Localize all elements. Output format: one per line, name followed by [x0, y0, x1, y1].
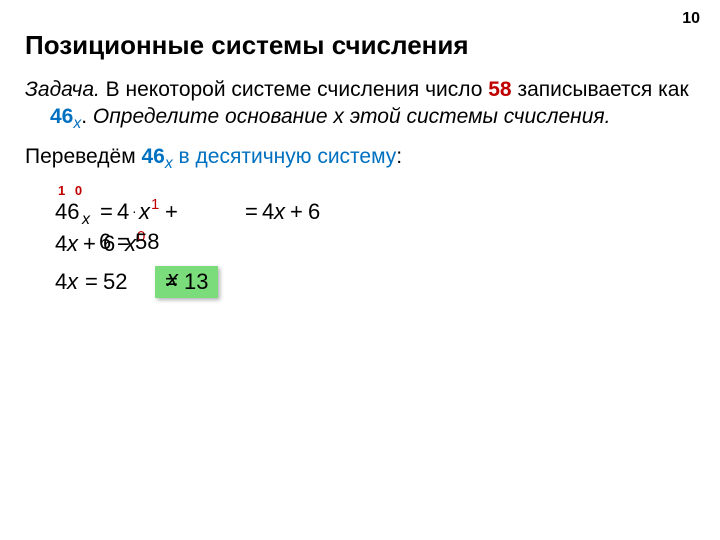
- page-number: 10: [682, 10, 700, 28]
- equation-line-1: 46 x = 4 · x 1 + = 4 x + 6: [55, 199, 720, 229]
- task-text-3: .: [81, 105, 93, 128]
- convert-sub-x: x: [165, 155, 173, 172]
- eq3-equals: =: [85, 269, 98, 295]
- convert-text-1: Переведём: [25, 145, 141, 168]
- convert-line: Переведём 46x в десятичную систему:: [0, 140, 720, 183]
- eq3-52: 52: [103, 269, 127, 295]
- eq2-x: x: [67, 231, 78, 257]
- answer-x: x: [167, 266, 178, 292]
- eq1-x2: x: [274, 199, 285, 225]
- eq2-four: 4: [55, 231, 67, 257]
- eq2-six: 6: [99, 229, 111, 255]
- equation-line-3: 4 x = 52 x = 13: [55, 269, 720, 299]
- task-text-1: В некоторой системе счисления число: [100, 78, 488, 101]
- task-label: Задача.: [25, 78, 100, 101]
- eq1-equals: =: [100, 199, 113, 225]
- eq1-subx: x: [82, 211, 90, 229]
- eq1-four2: 4: [262, 199, 274, 225]
- eq2-equals: =: [117, 229, 130, 255]
- convert-text-2: в десятичную систему: [173, 145, 397, 168]
- answer-box: x = 13: [155, 266, 218, 298]
- convert-colon: :: [396, 145, 402, 168]
- eq1-plus2: +: [290, 199, 303, 225]
- eq1-equals2: =: [245, 199, 258, 225]
- eq3-four: 4: [55, 269, 67, 295]
- convert-46: 46: [141, 145, 164, 168]
- equation-line-2: 4 x + 6 · x 0 6 = 58: [55, 231, 720, 261]
- eq3-x: x: [67, 269, 78, 295]
- eq2-plus: +: [83, 231, 96, 257]
- slide-title: Позиционные системы счисления: [0, 0, 720, 71]
- eq1-dot: ·: [132, 203, 137, 219]
- eq1-sup1: 1: [151, 196, 159, 213]
- task-num-46: 46: [50, 105, 73, 128]
- eq1-plus: +: [165, 199, 178, 225]
- eq1-x: x: [139, 199, 150, 225]
- eq1-six2: 6: [308, 199, 320, 225]
- task-question: Определите основание x этой системы счис…: [93, 105, 611, 128]
- eq1-46: 46: [55, 199, 79, 225]
- task-statement: Задача. В некоторой системе счисления чи…: [0, 71, 720, 140]
- task-num-58: 58: [488, 78, 511, 101]
- eq2-58: 58: [135, 229, 159, 255]
- task-text-2: записывается как: [512, 78, 689, 101]
- work-area: 1 0 46 x = 4 · x 1 + = 4 x + 6 4 x + 6 ·…: [0, 183, 720, 299]
- eq1-four: 4: [117, 199, 129, 225]
- answer-val: 13: [184, 269, 208, 294]
